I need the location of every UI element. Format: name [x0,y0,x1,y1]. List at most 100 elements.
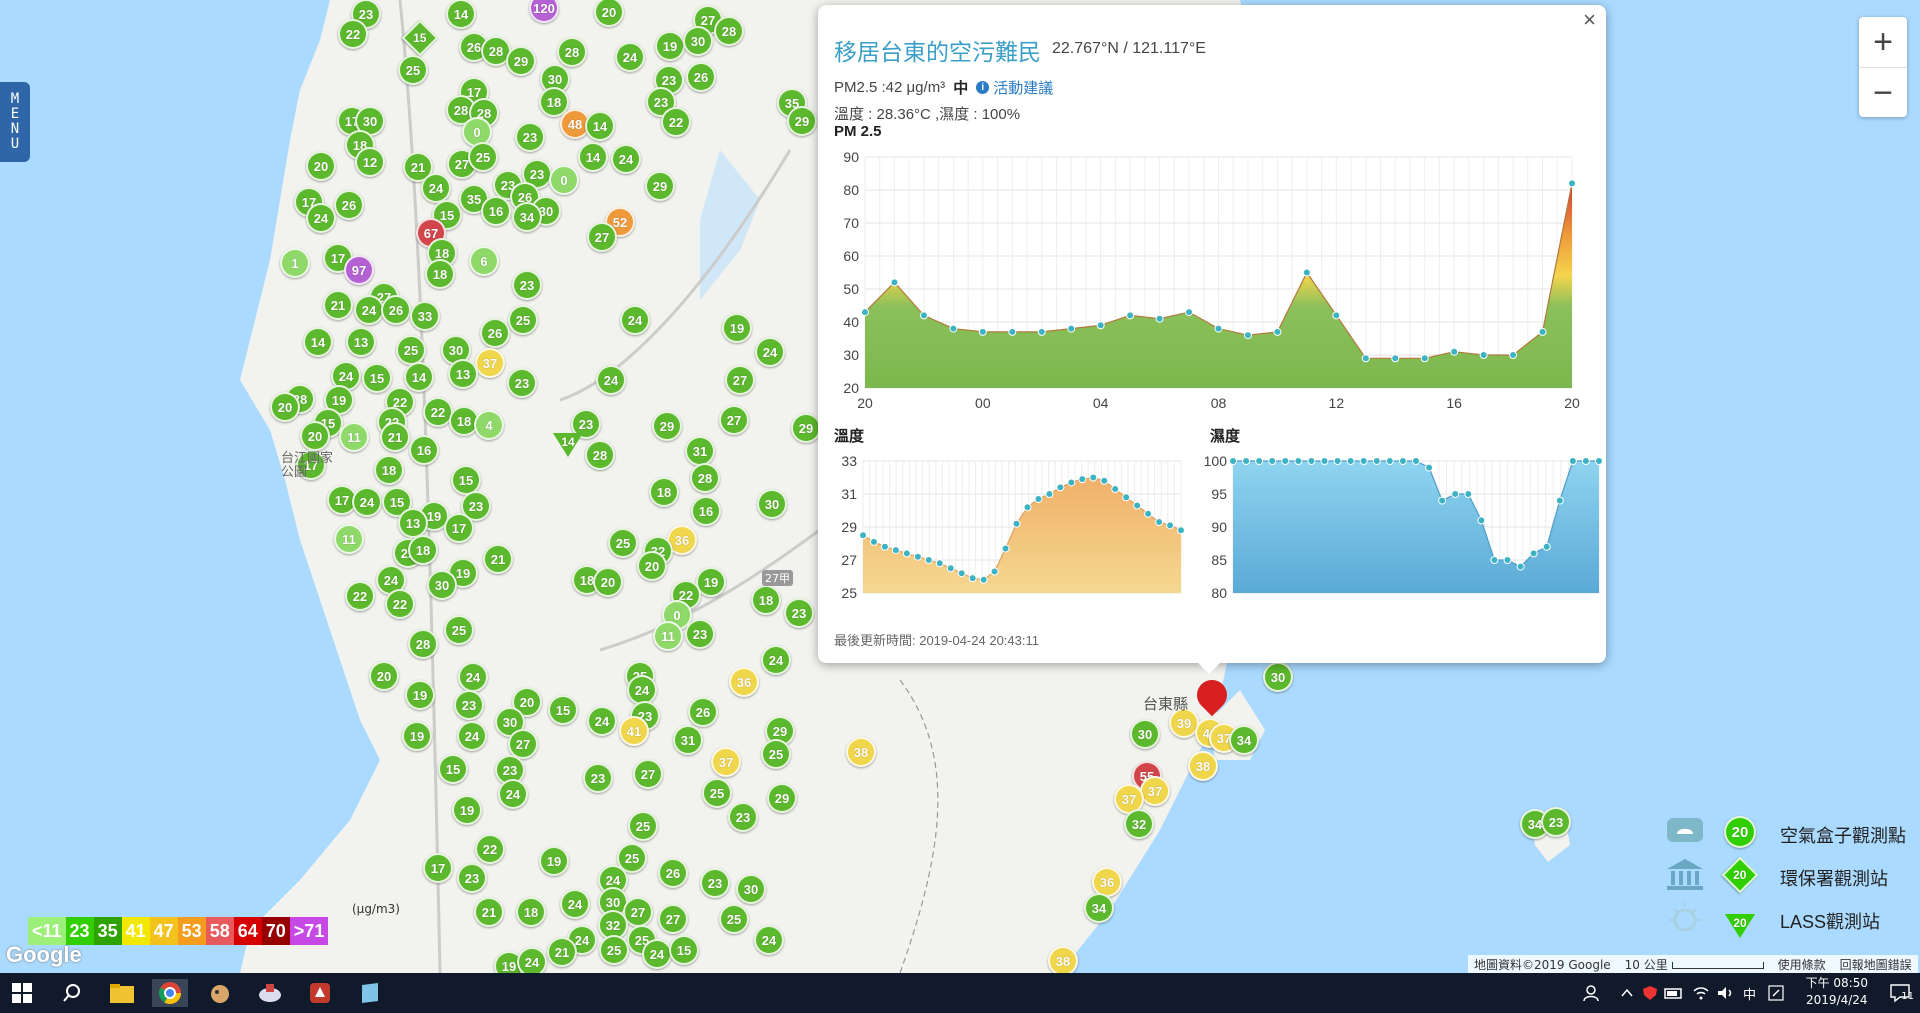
airbox-marker[interactable]: 11 [334,524,364,554]
airbox-marker[interactable]: 12 [355,147,385,177]
airbox-marker[interactable]: 26 [658,858,688,888]
airbox-marker[interactable]: 36 [667,525,697,555]
airbox-marker[interactable]: 36 [729,667,759,697]
airbox-marker[interactable]: 120 [529,0,559,23]
airbox-marker[interactable]: 33 [410,301,440,331]
tray-people-icon[interactable] [1582,973,1600,1013]
airbox-marker[interactable]: 14 [578,142,608,172]
airbox-marker[interactable]: 29 [645,171,675,201]
airbox-marker[interactable]: 37 [711,747,741,777]
zoom-in-button[interactable]: + [1859,17,1907,68]
app-red-icon[interactable] [302,979,338,1007]
airbox-marker[interactable]: 29 [652,411,682,441]
airbox-marker[interactable]: 27 [508,729,538,759]
airbox-marker[interactable]: 15 [548,695,578,725]
airbox-marker[interactable]: 22 [475,834,505,864]
airbox-marker[interactable]: 20 [300,421,330,451]
airbox-marker[interactable]: 21 [547,937,577,967]
airbox-marker[interactable]: 23 [507,368,537,398]
airbox-marker[interactable]: 19 [402,721,432,751]
airbox-marker[interactable]: 18 [408,535,438,565]
airbox-marker[interactable]: 25 [702,778,732,808]
airbox-marker[interactable]: 22 [385,589,415,619]
terms-link[interactable]: 使用條款 [1777,957,1826,972]
tray-chevron-up-icon[interactable] [1620,973,1634,1013]
airbox-marker[interactable]: 28 [469,98,499,128]
airbox-marker[interactable]: 24 [754,925,784,955]
airbox-marker[interactable]: 19 [696,567,726,597]
airbox-marker[interactable]: 24 [596,365,626,395]
airbox-marker[interactable]: 23 [646,87,676,117]
airbox-marker[interactable]: 15 [669,935,699,965]
airbox-marker[interactable]: 29 [506,46,536,76]
menu-tab[interactable]: M E N U [0,82,30,162]
airbox-marker[interactable]: 97 [344,255,374,285]
airbox-marker[interactable]: 14 [585,111,615,141]
airbox-marker[interactable]: 24 [306,203,336,233]
airbox-marker[interactable]: 25 [468,142,498,172]
airbox-marker[interactable]: 19 [452,795,482,825]
airbox-marker[interactable]: 1 [280,248,310,278]
airbox-marker[interactable]: 19 [405,680,435,710]
airbox-marker[interactable]: 30 [1130,719,1160,749]
airbox-marker[interactable]: 20 [637,551,667,581]
airbox-marker[interactable]: 25 [396,335,426,365]
airbox-marker[interactable]: 24 [457,721,487,751]
airbox-marker[interactable]: 18 [649,477,679,507]
airbox-marker[interactable]: 16 [691,496,721,526]
airbox-marker[interactable]: 29 [767,783,797,813]
airbox-marker[interactable]: 11 [339,422,369,452]
airbox-marker[interactable]: 38 [1048,946,1078,973]
airbox-marker[interactable]: 17 [444,513,474,543]
airbox-marker[interactable]: 41 [619,716,649,746]
airbox-marker[interactable]: 31 [685,436,715,466]
airbox-marker[interactable]: 18 [539,87,569,117]
airbox-marker[interactable]: 20 [306,151,336,181]
airbox-marker[interactable]: 36 [1092,867,1122,897]
airbox-marker[interactable]: 20 [369,661,399,691]
airbox-marker[interactable]: 25 [608,528,638,558]
airbox-marker[interactable]: 24 [755,337,785,367]
airbox-marker[interactable]: 26 [334,190,364,220]
airbox-marker[interactable]: 20 [512,687,542,717]
airbox-marker[interactable]: 0 [549,165,579,195]
airbox-marker[interactable]: 24 [352,487,382,517]
tray-battery-icon[interactable] [1664,973,1684,1013]
search-icon[interactable] [54,979,90,1007]
tray-ime-mode-icon[interactable] [1768,973,1784,1013]
airbox-marker[interactable]: 13 [346,327,376,357]
airbox-marker[interactable]: 13 [448,359,478,389]
tray-shield-icon[interactable] [1642,973,1658,1013]
airbox-marker[interactable]: 19 [539,846,569,876]
report-error-link[interactable]: 回報地圖錯誤 [1839,957,1912,972]
airbox-marker[interactable]: 18 [516,897,546,927]
airbox-marker[interactable]: 27 [658,904,688,934]
airbox-marker[interactable]: 24 [642,939,672,969]
airbox-marker[interactable]: 15 [451,465,481,495]
airbox-marker[interactable]: 25 [719,904,749,934]
airbox-marker[interactable]: 30 [757,489,787,519]
airbox-marker[interactable]: 30 [427,570,457,600]
lass-station-marker[interactable]: 14 [553,433,583,457]
tray-wifi-icon[interactable] [1692,973,1710,1013]
airbox-marker[interactable]: 39 [1169,708,1199,738]
airbox-marker[interactable]: 38 [846,737,876,767]
file-explorer-icon[interactable] [104,979,140,1007]
popup-close-button[interactable]: × [1583,7,1596,32]
taskbar-clock[interactable]: 下午 08:50 2019/4/24 [1806,975,1868,1009]
airbox-marker[interactable]: 37 [1114,784,1144,814]
airbox-marker[interactable]: 24 [421,173,451,203]
airbox-marker[interactable]: 26 [480,318,510,348]
airbox-marker[interactable]: 24 [615,42,645,72]
airbox-marker[interactable]: 11 [653,621,683,651]
airbox-marker[interactable]: 27 [725,365,755,395]
airbox-marker[interactable]: 16 [481,196,511,226]
airbox-marker[interactable]: 22 [345,581,375,611]
airbox-marker[interactable]: 24 [761,645,791,675]
airbox-marker[interactable]: 14 [446,0,476,29]
airbox-marker[interactable]: 26 [688,697,718,727]
airbox-marker[interactable]: 23 [728,802,758,832]
activity-advice-link[interactable]: i 活動建議 [976,77,1053,98]
airbox-marker[interactable]: 28 [690,463,720,493]
airbox-marker[interactable]: 25 [761,739,791,769]
